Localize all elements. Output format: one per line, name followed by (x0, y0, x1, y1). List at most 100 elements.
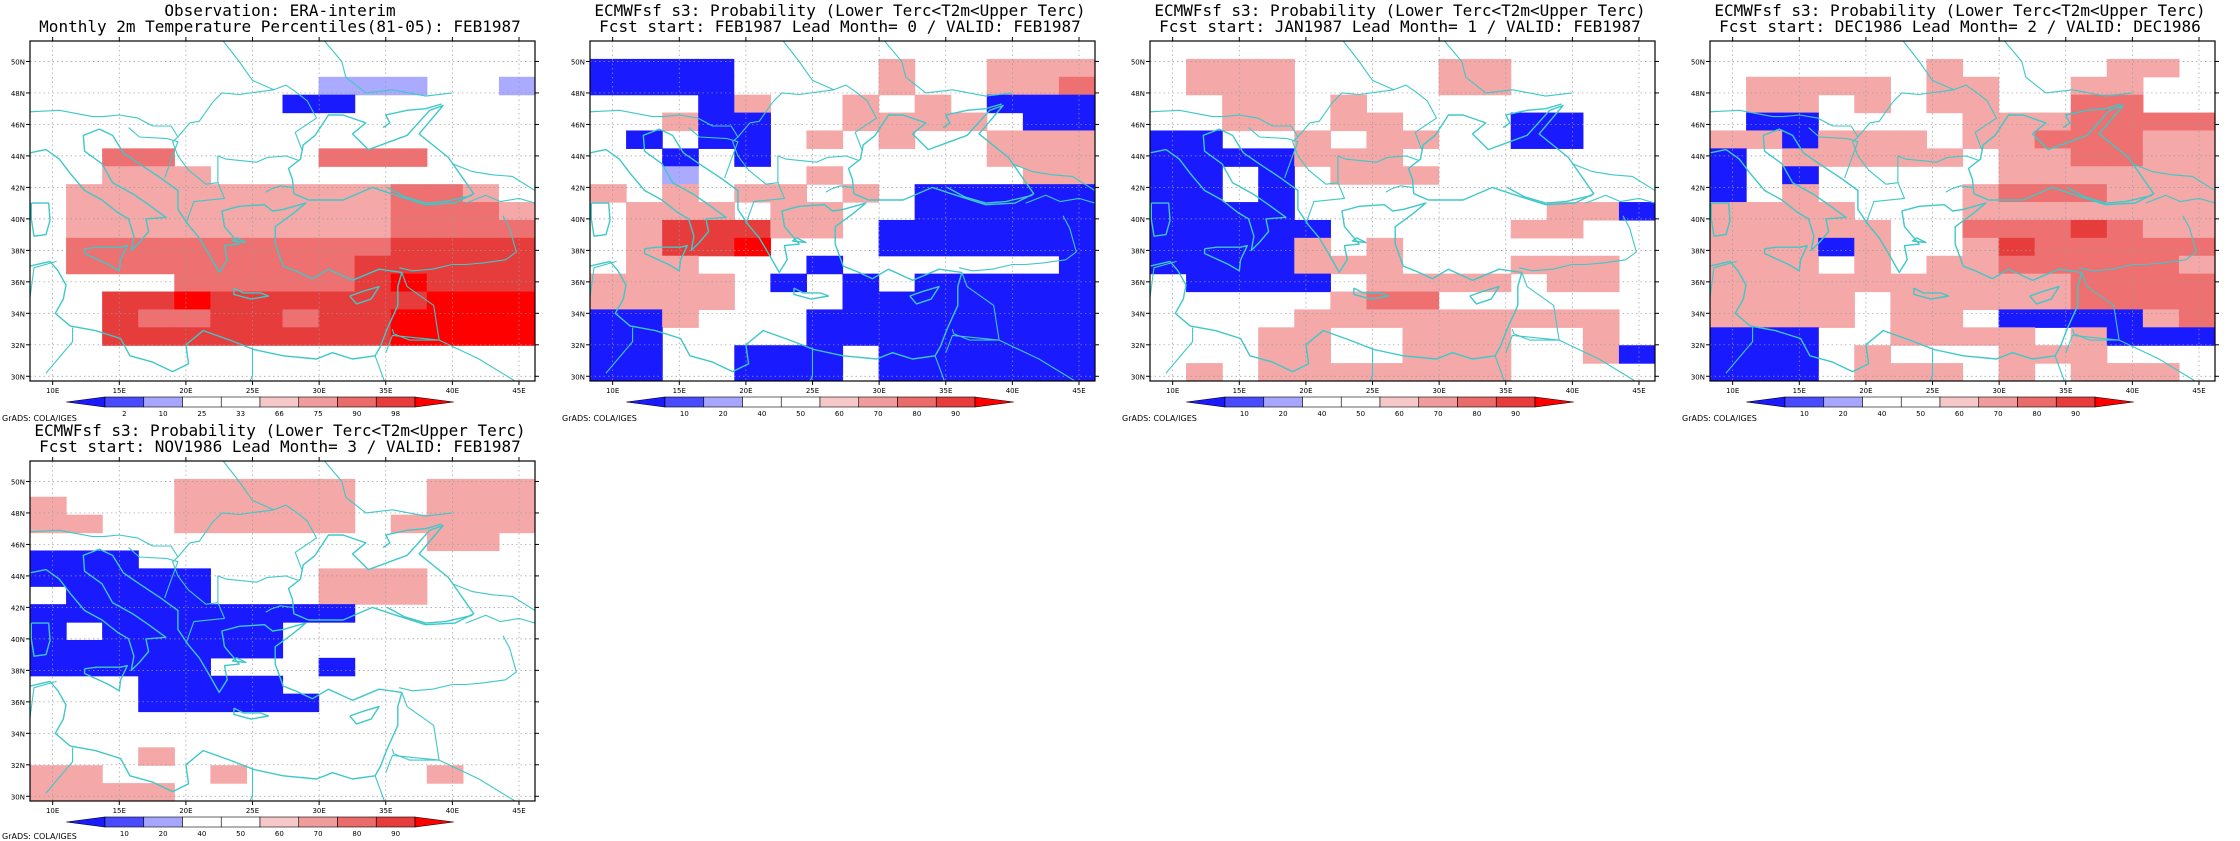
grid-cell (1818, 291, 1855, 311)
grid-cell (770, 184, 808, 203)
lon-tick-label: 10E (1726, 387, 1739, 395)
colorbar-label: 98 (391, 410, 400, 418)
grid-cell (1546, 273, 1584, 293)
grid-cell (1854, 345, 1891, 364)
country-border (324, 41, 453, 97)
grid-cell (30, 550, 67, 569)
grid-cell (426, 202, 464, 221)
grid-cell (1022, 363, 1060, 381)
grid-cell (2034, 166, 2072, 185)
country-border (605, 327, 634, 374)
grid-cell (1438, 76, 1476, 96)
country-border (2004, 41, 2133, 97)
colorbar-arrow-low (66, 396, 106, 408)
lon-tick-label: 20E (739, 387, 752, 395)
country-border (374, 775, 385, 801)
grid-cell (1058, 309, 1095, 328)
grid-cell (986, 130, 1024, 149)
grid-cell (66, 639, 103, 659)
grid-cell (174, 202, 211, 221)
grid-cell (498, 219, 535, 239)
country-border (222, 41, 275, 91)
country-border (1369, 349, 1374, 381)
grid-cell (2178, 237, 2215, 257)
coastline (942, 103, 1002, 129)
panel-lead-0: ECMWFsf s3: Probability (Lower Terc<T2m<… (560, 0, 1120, 423)
probability-grid (66, 76, 535, 346)
grid-cell (734, 76, 771, 96)
colorbar-segment (143, 396, 183, 408)
country-border (1025, 194, 1095, 204)
grid-cell (1402, 273, 1440, 293)
grid-cell (102, 291, 139, 311)
grid-cell (138, 568, 175, 587)
lat-tick-label: 44N (1131, 153, 1145, 161)
coastline (382, 523, 442, 549)
country-border (1852, 136, 1906, 224)
grid-cell (174, 255, 211, 275)
country-border (249, 769, 254, 801)
grid-cell (1366, 255, 1404, 275)
coastline (2231, 117, 2240, 257)
grid-cell (246, 273, 284, 293)
grid-cell (1546, 202, 1584, 221)
grid-cell (138, 604, 175, 623)
grid-cell (1022, 148, 1060, 167)
colorbar: 10 20 40 50 60 70 80 90 (626, 396, 1014, 418)
grid-cell (1022, 94, 1060, 114)
grid-cell (498, 514, 535, 534)
grid-cell (806, 202, 844, 221)
grid-cell (770, 273, 808, 293)
lon-tick-label: 10E (606, 387, 619, 395)
country-border (2071, 272, 2120, 341)
grid-cell (1998, 327, 2036, 346)
grid-cell (878, 237, 916, 257)
grid-cell (138, 184, 175, 203)
country-border (1710, 260, 1737, 298)
country-border (249, 349, 254, 381)
grid-cell (390, 586, 428, 605)
grid-cell (282, 327, 320, 346)
grid-cell (950, 202, 988, 221)
grid-cell (174, 693, 211, 713)
grid-cell (1330, 363, 1368, 381)
colorbar-segment (220, 816, 261, 828)
country-border (1585, 194, 1655, 204)
grid-cell (1366, 130, 1404, 149)
grid-cell (282, 237, 320, 257)
colorbar-label: 50 (1356, 410, 1365, 418)
country-border (265, 605, 293, 613)
grid-cell (626, 76, 663, 96)
grid-cell (1186, 148, 1223, 167)
grid-cell (1058, 58, 1095, 78)
grid-cell (1294, 148, 1331, 167)
grid-cell (66, 568, 103, 587)
grid-cell (2106, 327, 2144, 346)
grid-cell (102, 604, 139, 623)
colorbar-label: 75 (314, 410, 323, 418)
lat-tick-label: 42N (1691, 184, 1705, 192)
grid-cell (426, 327, 464, 346)
grid-cell (698, 130, 735, 149)
grid-cell (318, 237, 356, 257)
panel-title: ECMWFsf s3: Probability (Lower Terc<T2m<… (1714, 1, 2206, 20)
coastline (1763, 244, 1808, 272)
colorbar-label: 10 (159, 410, 168, 418)
colorbar-label: 70 (874, 410, 883, 418)
grid-cell (2142, 112, 2180, 132)
country-border (590, 260, 617, 298)
grid-cell (1582, 327, 1620, 346)
grid-cell (2070, 184, 2108, 203)
lon-tick-label: 45E (1072, 387, 1085, 395)
grid-cell (1746, 112, 1783, 132)
grid-cell (390, 514, 428, 534)
grid-cell (914, 291, 952, 311)
grid-cell (2178, 112, 2215, 132)
grid-cell (986, 327, 1024, 346)
map-figure: 50N 48N 46N 44N 42N 40N 38N 36N 34N 32N 30N 10E 15E 2… (571, 37, 1099, 418)
colorbar-arrow-low (1746, 396, 1786, 408)
grid-cell (626, 273, 663, 293)
coastlines (30, 461, 535, 801)
grid-cell (878, 363, 916, 381)
grid-cell (1402, 291, 1440, 311)
